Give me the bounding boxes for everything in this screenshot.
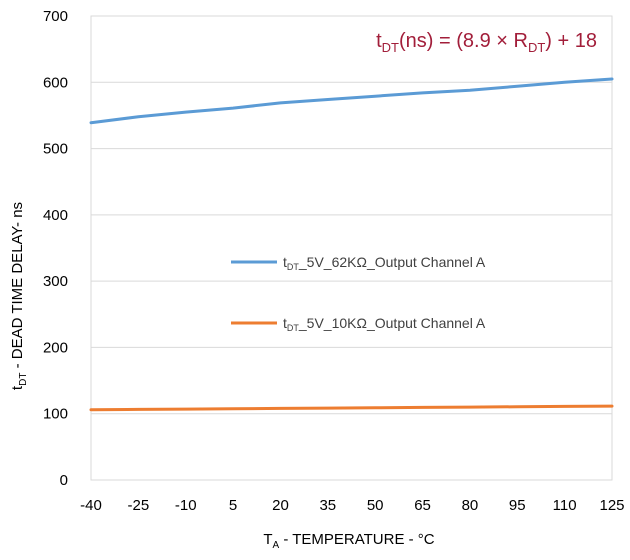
x-tick-label: -25 <box>128 497 150 514</box>
x-tick-label: 80 <box>462 497 479 514</box>
x-tick-label: 110 <box>553 497 577 514</box>
x-tick-label: 65 <box>414 497 431 514</box>
x-tick-label: -40 <box>80 497 102 514</box>
y-axis-label: tDT - DEAD TIME DELAY- ns <box>9 202 29 390</box>
y-tick-label: 100 <box>43 406 68 423</box>
series-line-2 <box>89 404 614 412</box>
x-tick-label: 20 <box>272 497 289 514</box>
y-tick-label: 200 <box>43 339 68 356</box>
legend: tDT_5V_62KΩ_Output Channel A tDT_5V_10KΩ_… <box>231 254 486 333</box>
formula-text: (ns) = (8.9 × R <box>399 30 528 52</box>
x-tick-label: 95 <box>509 497 526 514</box>
y-tick-label: 600 <box>43 74 68 91</box>
y-tick-label: 400 <box>43 207 68 224</box>
y-tick-label: 0 <box>60 472 68 489</box>
formula-subscript: DT <box>382 40 399 55</box>
x-tick-labels: -40 -25 -10 5 20 35 50 65 80 95 110 125 <box>80 497 624 514</box>
x-axis-label: TA - TEMPERATURE - °C <box>263 531 434 551</box>
x-tick-label: 50 <box>367 497 384 514</box>
formula-subscript: DT <box>528 40 545 55</box>
y-tick-label: 700 <box>43 8 68 25</box>
series-line-1 <box>89 77 614 125</box>
series-layer <box>89 77 614 412</box>
y-tick-labels: 0 100 200 300 400 500 600 700 <box>43 8 68 489</box>
x-tick-label: -10 <box>175 497 197 514</box>
formula-annotation: tDT(ns) = (8.9 × RDT) + 18 <box>376 30 597 55</box>
y-tick-label: 500 <box>43 141 68 158</box>
plot-area-border <box>90 15 613 481</box>
x-tick-label: 35 <box>319 497 336 514</box>
formula-text: t <box>376 30 382 52</box>
grid <box>90 15 613 481</box>
formula-text: ) + 18 <box>545 30 597 52</box>
x-tick-label: 125 <box>599 497 624 514</box>
legend-label-1: tDT_5V_62KΩ_Output Channel A <box>283 254 486 272</box>
y-tick-label: 300 <box>43 273 68 290</box>
x-tick-label: 5 <box>229 497 237 514</box>
legend-label-2: tDT_5V_10KΩ_Output Channel A <box>283 315 486 333</box>
